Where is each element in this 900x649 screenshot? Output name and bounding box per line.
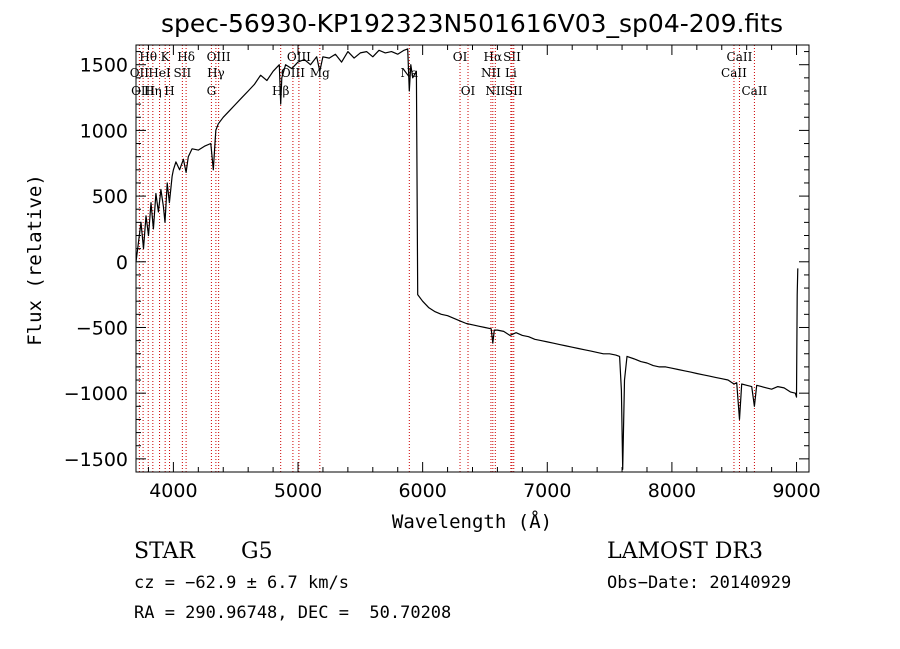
marker-label: SII bbox=[174, 66, 192, 80]
y-tick-label: 0 bbox=[116, 252, 128, 274]
marker-label: Li bbox=[505, 66, 517, 80]
marker-label: OI bbox=[461, 84, 476, 98]
y-axis-label: Flux (relative) bbox=[24, 174, 46, 346]
x-tick-label: 5000 bbox=[274, 480, 322, 502]
object-class: STAR bbox=[134, 539, 195, 564]
observation-date: Obs−Date: 20140929 bbox=[607, 573, 792, 593]
marker-label: Hγ bbox=[207, 66, 225, 80]
marker-label: SII bbox=[503, 50, 521, 64]
marker-label: H bbox=[164, 84, 174, 98]
marker-label: HeI bbox=[148, 66, 171, 80]
marker-label: Hδ bbox=[177, 50, 195, 64]
y-tick-label: −1500 bbox=[64, 449, 128, 471]
line-markers: HθOIIOIIIKHeIHηHδSIIHOIIIHγGOIIIOIIIHβMg… bbox=[130, 45, 768, 472]
marker-label: CaII bbox=[741, 84, 767, 98]
flux-series bbox=[135, 48, 799, 470]
y-tick-label: 500 bbox=[92, 186, 128, 208]
x-tick-label: 7000 bbox=[523, 480, 571, 502]
marker-label: CaII bbox=[727, 50, 753, 64]
redshift-value: cz = −62.9 ± 6.7 km/s bbox=[134, 573, 349, 593]
marker-label: OI bbox=[453, 50, 468, 64]
marker-label: Hα bbox=[484, 50, 503, 64]
x-axis-label: Wavelength (Å) bbox=[392, 510, 552, 533]
y-tick-label: −1000 bbox=[64, 383, 128, 405]
coordinates: RA = 290.96748, DEC = 50.70208 bbox=[134, 603, 452, 623]
object-subclass: G5 bbox=[241, 539, 273, 564]
marker-label: OII bbox=[130, 66, 150, 80]
marker-label: CaII bbox=[721, 66, 747, 80]
plot-frame bbox=[135, 44, 810, 473]
y-tick-label: 1000 bbox=[80, 120, 128, 142]
marker-label: G bbox=[207, 84, 217, 98]
x-tick-label: 8000 bbox=[648, 480, 696, 502]
marker-label: OIII bbox=[131, 84, 155, 98]
marker-label: SII bbox=[505, 84, 523, 98]
marker-label: NII bbox=[485, 84, 505, 98]
marker-label: K bbox=[161, 50, 171, 64]
x-tick-label: 4000 bbox=[149, 480, 197, 502]
marker-label: Hθ bbox=[139, 50, 157, 64]
marker-label: OIII bbox=[281, 66, 305, 80]
survey-name: LAMOST DR3 bbox=[607, 539, 763, 564]
marker-label: Hη bbox=[144, 84, 162, 98]
marker-label: OIII bbox=[207, 50, 231, 64]
flux-line bbox=[135, 48, 799, 470]
x-tick-label: 9000 bbox=[772, 480, 820, 502]
y-tick-label: −500 bbox=[76, 317, 128, 339]
y-tick-label: 1500 bbox=[80, 55, 128, 77]
x-tick-label: 6000 bbox=[398, 480, 446, 502]
axis-ticks: 4000 5000 6000 7000 8000 9000 −1500 −1000 −500 0 5… bbox=[64, 45, 821, 502]
marker-label: Mg bbox=[310, 66, 330, 80]
chart-title: spec-56930-KP192323N501616V03_sp04-209.f… bbox=[161, 9, 783, 38]
marker-label: NII bbox=[481, 66, 501, 80]
